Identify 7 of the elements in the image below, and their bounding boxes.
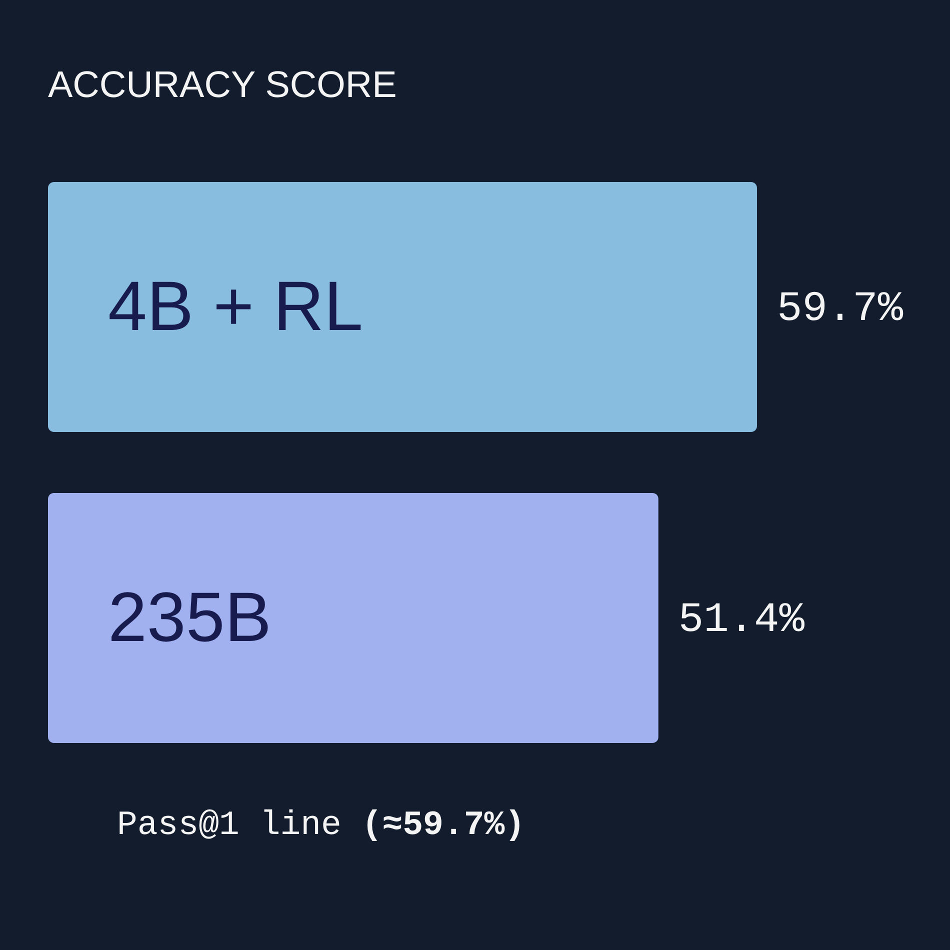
text: Pass@1 line [117,807,342,845]
y-tick-label: 235B [108,578,272,656]
data-label: 51.4% [678,596,806,644]
y-tick-label: 4B + RL [108,267,363,346]
text: (≈59.7%) [362,807,526,845]
data-label: 59.7% [777,285,904,334]
chart-title: ACCURACY SCORE [48,64,397,105]
